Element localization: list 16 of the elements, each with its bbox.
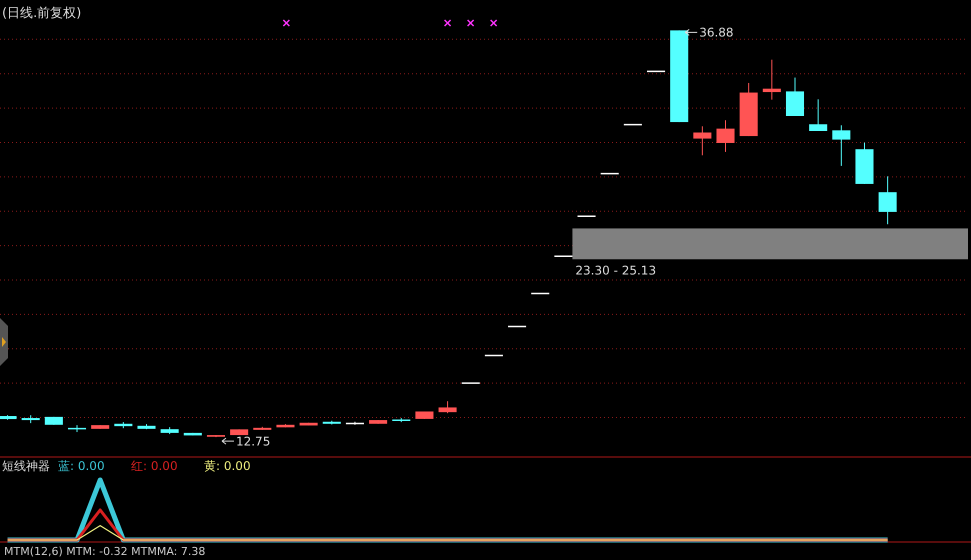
candlestick (809, 98, 828, 132)
candlestick (438, 400, 457, 414)
candlestick (762, 59, 781, 100)
candlestick (878, 176, 897, 225)
series-label: 蓝: 0.00 (58, 459, 105, 473)
text: 黄: 0.00 (204, 459, 251, 473)
annotation: 36.88 (699, 26, 734, 40)
band-label: 23.30 - 25.13 (575, 263, 656, 278)
candlestick (716, 120, 735, 152)
annotation: 12.75 (236, 434, 270, 448)
chart-title: 短线神器 (2, 459, 50, 473)
chart-title: (日线.前复权) (2, 6, 82, 21)
candlestick (693, 126, 712, 156)
text: MTM(12,6) MTM: -0.32 MTMMA: 7.38 (4, 545, 206, 558)
text: 红: 0.00 (131, 459, 178, 473)
candlestick (832, 124, 850, 166)
